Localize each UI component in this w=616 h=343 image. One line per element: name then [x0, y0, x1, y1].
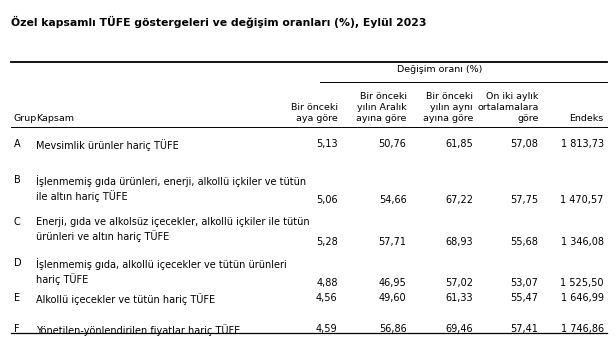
Text: 1 746,86: 1 746,86: [561, 324, 604, 334]
Text: A: A: [14, 139, 20, 149]
Text: 50,76: 50,76: [379, 139, 407, 149]
Text: 4,56: 4,56: [316, 293, 338, 303]
Text: 54,66: 54,66: [379, 195, 407, 205]
Text: 1 346,08: 1 346,08: [561, 237, 604, 247]
Text: Bir önceki
yılın aynı
ayına göre: Bir önceki yılın aynı ayına göre: [423, 92, 473, 123]
Text: 56,86: 56,86: [379, 324, 407, 334]
Text: 55,68: 55,68: [511, 237, 538, 247]
Text: B: B: [14, 175, 20, 185]
Text: 61,33: 61,33: [445, 293, 473, 303]
Text: Mevsimlik ürünler hariç TÜFE: Mevsimlik ürünler hariç TÜFE: [36, 139, 179, 151]
Text: E: E: [14, 293, 20, 303]
Text: 5,28: 5,28: [316, 237, 338, 247]
Text: Enerji, gıda ve alkolsüz içecekler, alkollü içkiler ile tütün
ürünleri ve altın : Enerji, gıda ve alkolsüz içecekler, alko…: [36, 217, 309, 242]
Text: 67,22: 67,22: [445, 195, 473, 205]
Text: 1 470,57: 1 470,57: [561, 195, 604, 205]
Text: Bir önceki
aya göre: Bir önceki aya göre: [291, 103, 338, 123]
Text: 57,75: 57,75: [510, 195, 538, 205]
Text: İşlenmemiş gıda ürünleri, enerji, alkollü içkiler ve tütün
ile altın hariç TÜFE: İşlenmemiş gıda ürünleri, enerji, alkoll…: [36, 175, 306, 202]
Text: 57,08: 57,08: [511, 139, 538, 149]
Text: D: D: [14, 258, 21, 268]
Text: Değişim oranı (%): Değişim oranı (%): [397, 65, 482, 74]
Text: 57,02: 57,02: [445, 278, 473, 288]
Text: 49,60: 49,60: [379, 293, 407, 303]
Text: Kapsam: Kapsam: [36, 114, 74, 123]
Text: 5,06: 5,06: [316, 195, 338, 205]
Text: F: F: [14, 324, 19, 334]
Text: 1 813,73: 1 813,73: [561, 139, 604, 149]
Text: Bir önceki
yılın Aralık
ayına göre: Bir önceki yılın Aralık ayına göre: [356, 92, 407, 123]
Text: 1 525,50: 1 525,50: [560, 278, 604, 288]
Text: 69,46: 69,46: [445, 324, 473, 334]
Text: C: C: [14, 217, 20, 227]
Text: Özel kapsamlı TÜFE göstergeleri ve değişim oranları (%), Eylül 2023: Özel kapsamlı TÜFE göstergeleri ve değiş…: [11, 15, 427, 27]
Text: Endeks: Endeks: [569, 114, 604, 123]
Text: 61,85: 61,85: [445, 139, 473, 149]
Text: 57,41: 57,41: [511, 324, 538, 334]
Text: Alkollü içecekler ve tütün hariç TÜFE: Alkollü içecekler ve tütün hariç TÜFE: [36, 293, 215, 305]
Text: 53,07: 53,07: [511, 278, 538, 288]
Text: 55,47: 55,47: [511, 293, 538, 303]
Text: Yönetilen-yönlendirilen fiyatlar hariç TÜFE: Yönetilen-yönlendirilen fiyatlar hariç T…: [36, 324, 240, 336]
Text: 4,59: 4,59: [316, 324, 338, 334]
Text: 4,88: 4,88: [316, 278, 338, 288]
Text: İşlenmemiş gıda, alkollü içecekler ve tütün ürünleri
hariç TÜFE: İşlenmemiş gıda, alkollü içecekler ve tü…: [36, 258, 286, 285]
Text: 5,13: 5,13: [316, 139, 338, 149]
Text: On iki aylık
ortalamalara
göre: On iki aylık ortalamalara göre: [477, 92, 538, 123]
Text: 46,95: 46,95: [379, 278, 407, 288]
Text: Grup: Grup: [14, 114, 37, 123]
Text: 1 646,99: 1 646,99: [561, 293, 604, 303]
Text: 68,93: 68,93: [445, 237, 473, 247]
Text: 57,71: 57,71: [379, 237, 407, 247]
